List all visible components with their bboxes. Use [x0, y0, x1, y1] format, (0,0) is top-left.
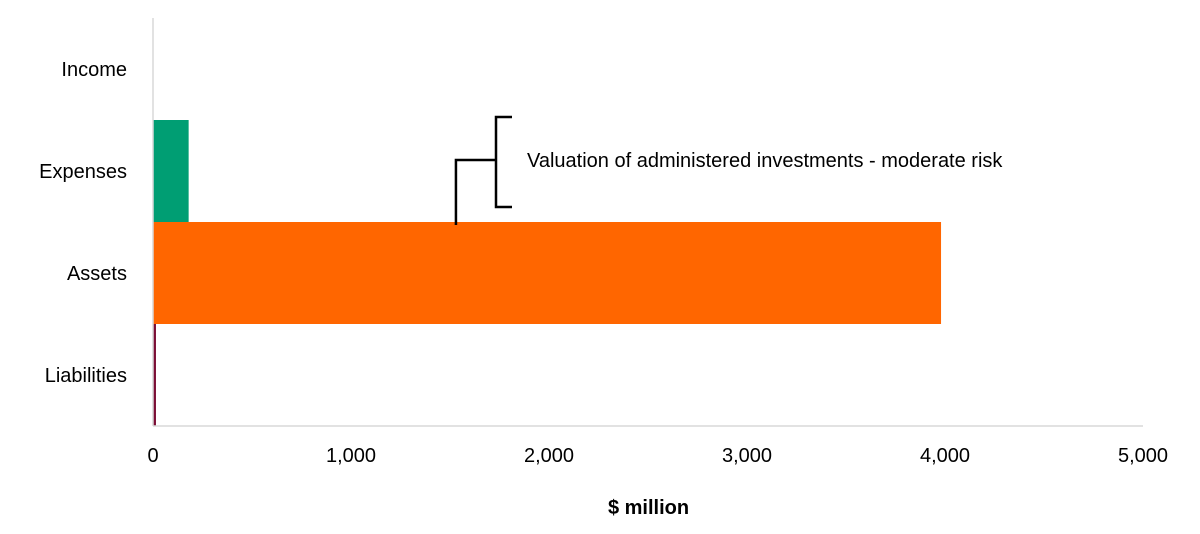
annotation-bracket [454, 115, 512, 225]
x-tick-label: 1,000 [326, 445, 376, 467]
annotations-group: Valuation of administered investments - … [454, 115, 1003, 225]
annotation-text: Valuation of administered investments - … [527, 150, 1003, 172]
category-label-liabilities: Liabilities [45, 365, 127, 387]
bar-liabilities [153, 324, 156, 426]
x-tick-label: 5,000 [1118, 445, 1168, 467]
category-label-expenses: Expenses [39, 161, 127, 183]
bar-assets [153, 222, 942, 324]
category-labels: Income Expenses Assets Liabilities [39, 59, 127, 387]
axes-group [152, 18, 1143, 427]
x-tick-label: 0 [147, 445, 158, 467]
x-tick-label: 3,000 [722, 445, 772, 467]
x-tick-labels: 0 1,000 2,000 3,000 4,000 5,000 [147, 445, 1168, 467]
x-tick-label: 4,000 [920, 445, 970, 467]
category-label-assets: Assets [67, 263, 127, 285]
x-axis-title: $ million [608, 497, 689, 519]
x-tick-label: 2,000 [524, 445, 574, 467]
bar-expenses [153, 120, 189, 222]
category-label-income: Income [61, 59, 127, 81]
bars-group [153, 120, 942, 426]
